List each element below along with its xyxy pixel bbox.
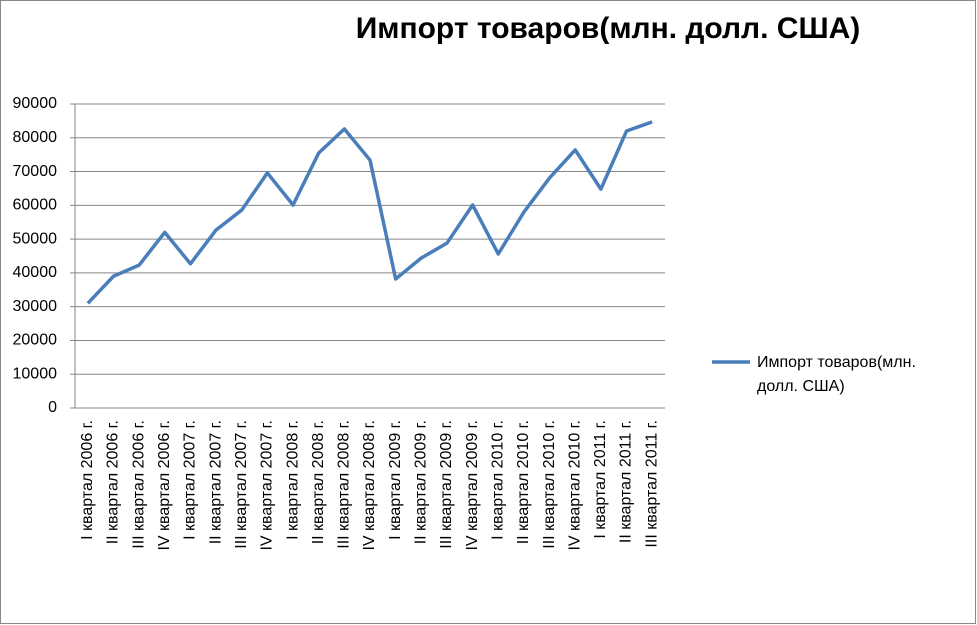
x-tick-label: I квартал 2006 г. bbox=[79, 420, 96, 540]
y-tick-label: 30000 bbox=[13, 298, 58, 315]
y-tick-label: 50000 bbox=[13, 230, 58, 247]
x-tick-label: I квартал 2011 г. bbox=[592, 420, 609, 539]
x-tick-label: I квартал 2007 г. bbox=[182, 420, 199, 540]
x-tick-label: II квартал 2011 г. bbox=[618, 420, 635, 543]
x-tick-label: III квартал 2011 г. bbox=[643, 420, 660, 548]
y-tick-label: 60000 bbox=[13, 197, 58, 214]
x-tick-label: II квартал 2010 г. bbox=[515, 420, 532, 544]
y-tick-label: 90000 bbox=[13, 95, 58, 112]
x-tick-label: II квартал 2008 г. bbox=[310, 420, 327, 544]
chart-title: Импорт товаров(млн. долл. США) bbox=[356, 12, 861, 45]
y-tick-label: 40000 bbox=[13, 264, 58, 281]
y-tick-label: 0 bbox=[48, 399, 57, 416]
x-tick-label: III квартал 2008 г. bbox=[336, 420, 353, 549]
x-tick-label: I квартал 2009 г. bbox=[387, 420, 404, 540]
x-tick-label: II квартал 2009 г. bbox=[413, 420, 430, 544]
x-tick-label: IV квартал 2010 г. bbox=[566, 420, 583, 551]
y-tick-label: 80000 bbox=[13, 129, 58, 146]
y-tick-label: 70000 bbox=[13, 163, 58, 180]
legend-label: Импорт товаров(млн. долл. США) bbox=[757, 354, 916, 395]
x-tick-label: III квартал 2010 г. bbox=[541, 420, 558, 549]
x-tick-label: II квартал 2007 г. bbox=[207, 420, 224, 544]
x-tick-label: IV квартал 2009 г. bbox=[464, 420, 481, 551]
x-tick-label: III квартал 2006 г. bbox=[130, 420, 147, 549]
x-tick-label: IV квартал 2007 г. bbox=[259, 420, 276, 551]
line-series bbox=[86, 120, 653, 305]
x-tick-label: II квартал 2006 г. bbox=[105, 420, 122, 544]
y-tick-label: 20000 bbox=[13, 332, 58, 349]
y-tick-label: 10000 bbox=[13, 365, 58, 382]
x-tick-label: IV квартал 2008 г. bbox=[361, 420, 378, 551]
x-tick-label: III квартал 2009 г. bbox=[438, 420, 455, 549]
x-tick-label: I квартал 2008 г. bbox=[284, 420, 301, 540]
x-tick-label: I квартал 2010 г. bbox=[489, 420, 506, 540]
x-tick-label: IV квартал 2006 г. bbox=[156, 420, 173, 551]
x-tick-label: III квартал 2007 г. bbox=[233, 420, 250, 549]
